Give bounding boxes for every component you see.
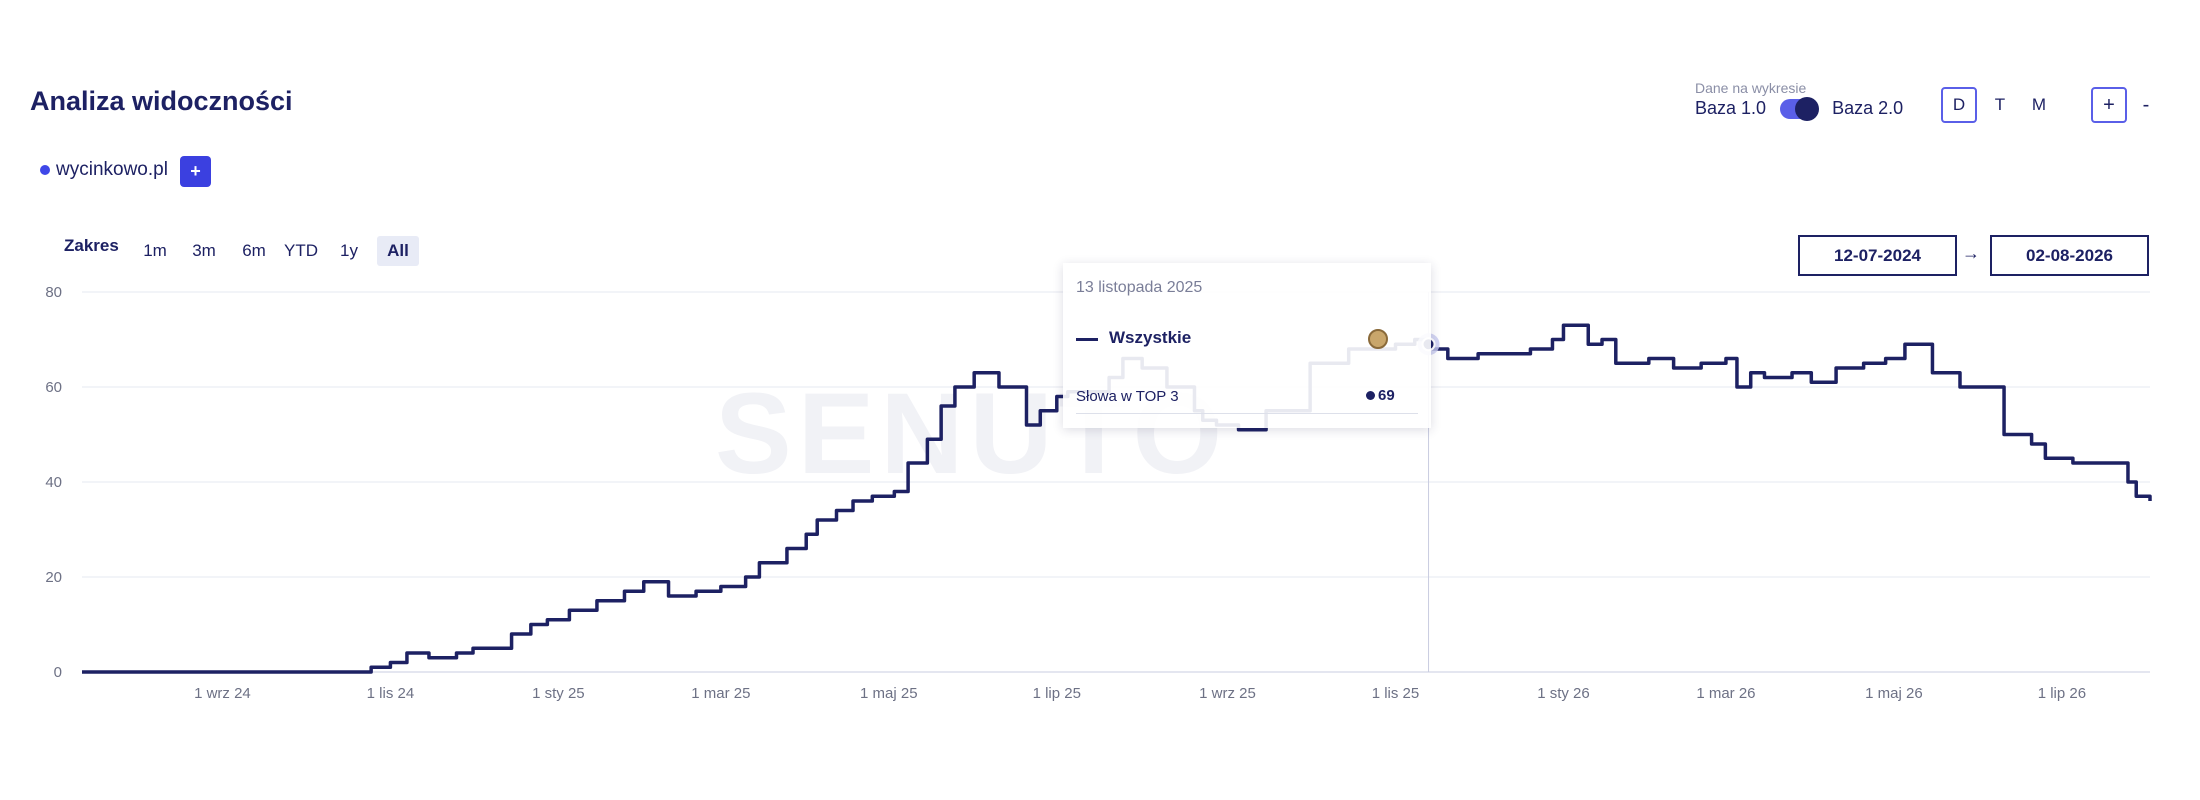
domain-chip[interactable]: wycinkowo.pl (40, 159, 168, 181)
x-tick-label: 1 mar 26 (1696, 685, 1755, 702)
domain-color-dot (40, 165, 50, 175)
range-ytd-button[interactable]: YTD (284, 241, 318, 260)
y-tick-label: 40 (45, 474, 62, 491)
page-title: Analiza widoczności (30, 86, 293, 116)
range-6m-button[interactable]: 6m (242, 241, 266, 260)
data-source-switch[interactable] (1780, 96, 1820, 121)
add-domain-button[interactable]: + (180, 156, 211, 187)
y-tick-label: 80 (45, 284, 62, 301)
toggle-option-baza-2[interactable]: Baza 2.0 (1832, 98, 1904, 118)
tooltip-date: 13 listopada 2025 (1076, 279, 1203, 296)
range-1m-button[interactable]: 1m (143, 241, 167, 260)
switch-knob (1795, 96, 1820, 121)
x-tick-label: 1 lip 26 (2038, 685, 2086, 702)
y-tick-label: 0 (54, 664, 62, 681)
tooltip-row-label: Słowa w TOP 3 (1076, 388, 1179, 405)
date-to-field[interactable]: 02-08-2026 (1990, 235, 2149, 276)
range-all-button[interactable]: All (377, 236, 419, 266)
toggle-caption: Dane na wykresie (1695, 80, 1807, 96)
period-week-button[interactable]: T (1994, 95, 2006, 114)
period-day-button[interactable]: D (1941, 87, 1977, 123)
x-tick-label: 1 maj 25 (860, 685, 918, 702)
range-1y-button[interactable]: 1y (340, 241, 358, 260)
x-tick-label: 1 sty 26 (1537, 685, 1590, 702)
x-tick-label: 1 mar 25 (691, 685, 750, 702)
tooltip-series-line-icon (1076, 338, 1098, 341)
date-arrow-icon: → (1962, 243, 1980, 263)
period-month-button[interactable]: M (2031, 95, 2047, 114)
tooltip-row-value: 69 (1378, 387, 1395, 404)
range-label: Zakres (64, 236, 119, 255)
x-tick-label: 1 lis 24 (367, 685, 415, 702)
tooltip-separator (1076, 413, 1418, 414)
x-tick-label: 1 sty 25 (532, 685, 585, 702)
toggle-option-baza-1[interactable]: Baza 1.0 (1695, 98, 1767, 118)
date-from-field[interactable]: 12-07-2024 (1798, 235, 1957, 276)
zoom-out-button[interactable]: - (2142, 93, 2150, 116)
x-tick-label: 1 wrz 24 (194, 685, 251, 702)
tooltip-row-dot-icon (1366, 391, 1375, 400)
x-tick-label: 1 wrz 25 (1199, 685, 1256, 702)
chart-tooltip: 13 listopada 2025 Wszystkie Słowa w TOP … (1063, 263, 1431, 428)
tooltip-series-name: Wszystkie (1109, 328, 1192, 347)
range-3m-button[interactable]: 3m (192, 241, 216, 260)
y-tick-label: 20 (45, 569, 62, 586)
x-tick-label: 1 maj 26 (1865, 685, 1923, 702)
tooltip-event-icon (1368, 329, 1388, 349)
domain-name: wycinkowo.pl (56, 159, 168, 180)
x-tick-label: 1 lip 25 (1033, 685, 1081, 702)
y-tick-label: 60 (45, 379, 62, 396)
zoom-in-button[interactable]: + (2091, 87, 2127, 123)
x-tick-label: 1 lis 25 (1372, 685, 1420, 702)
toggle-row: Baza 1.0 Baza 2.0 (1695, 96, 1904, 121)
